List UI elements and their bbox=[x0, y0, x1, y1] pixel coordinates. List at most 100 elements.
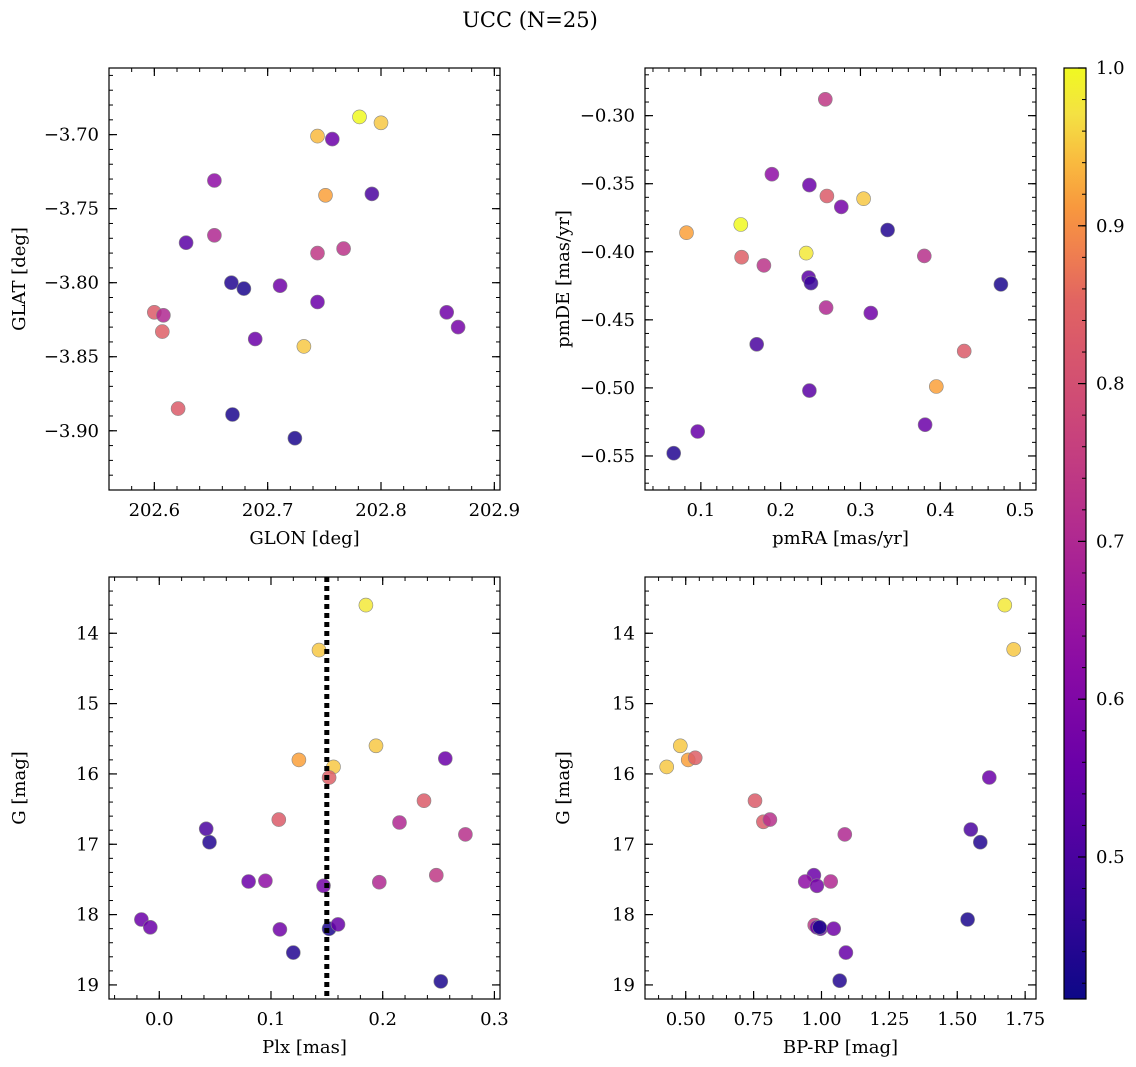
x-tick-label: 0.3 bbox=[480, 1009, 509, 1030]
data-point bbox=[993, 277, 1009, 292]
data-point bbox=[156, 307, 171, 323]
x-tick-label: 0.75 bbox=[734, 1009, 774, 1030]
data-point bbox=[809, 878, 825, 894]
data-point bbox=[818, 300, 834, 315]
y-tick-label: 19 bbox=[76, 975, 99, 996]
y-tick-label: 17 bbox=[612, 834, 635, 855]
colorbar: 0.5 0.6 0.7 0.8 0.9 1.0 bbox=[1063, 58, 1125, 1000]
x-tick-label: 1.75 bbox=[1005, 1009, 1045, 1030]
data-point bbox=[373, 115, 389, 131]
data-point bbox=[450, 319, 466, 335]
x-tick-label: 202.7 bbox=[242, 500, 294, 521]
data-point bbox=[838, 945, 854, 960]
x-tick-label: 1.25 bbox=[869, 1009, 909, 1030]
data-point bbox=[178, 235, 194, 250]
data-point bbox=[833, 199, 849, 215]
x-tick-label: 0.3 bbox=[846, 500, 875, 521]
data-point bbox=[832, 973, 848, 989]
x-tick-label: 1.50 bbox=[937, 1009, 977, 1030]
y-tick-label: −0.35 bbox=[580, 174, 635, 195]
y-tick-label: 14 bbox=[76, 623, 99, 644]
data-point bbox=[997, 597, 1013, 613]
data-point bbox=[690, 424, 706, 439]
x-tick-label: 202.8 bbox=[355, 500, 407, 521]
data-point bbox=[324, 131, 340, 147]
y-tick-label: 18 bbox=[612, 905, 635, 926]
data-point bbox=[823, 874, 839, 889]
data-point bbox=[837, 827, 853, 842]
data-point bbox=[330, 917, 346, 932]
x-tick-label: 0.1 bbox=[257, 1009, 286, 1030]
data-point bbox=[856, 191, 871, 206]
x-tick-label: 202.6 bbox=[129, 500, 181, 521]
panel-glon-glat-frame bbox=[108, 67, 501, 491]
data-point bbox=[928, 379, 944, 394]
panel-glon-glat-ylabel: GLAT [deg] bbox=[9, 227, 30, 331]
colorbar-tick-label: 0.5 bbox=[1096, 847, 1125, 868]
figure-title: UCC (N=25) bbox=[462, 8, 598, 32]
data-point bbox=[296, 339, 312, 354]
data-point bbox=[311, 642, 327, 658]
panel-plx-g-xlabel: Plx [mas] bbox=[262, 1037, 347, 1058]
data-point bbox=[310, 128, 325, 144]
data-point bbox=[143, 919, 158, 935]
panel-bprp-g-frame bbox=[644, 576, 1037, 1000]
data-point bbox=[458, 827, 473, 842]
data-point bbox=[368, 738, 384, 754]
colorbar-tick-label: 0.8 bbox=[1096, 374, 1125, 395]
data-point bbox=[271, 812, 287, 827]
x-tick-label: 0.50 bbox=[666, 1009, 706, 1030]
panel-bprp-g: 0.50 0.75 1.00 1.25 1.50 1.75 14 15 16 17 18 19 BP-… bbox=[553, 576, 1045, 1058]
y-tick-label: 18 bbox=[76, 905, 99, 926]
data-point bbox=[291, 752, 307, 768]
y-tick-label: 15 bbox=[76, 694, 99, 715]
panel-bprp-g-xlabel: BP-RP [mag] bbox=[783, 1037, 898, 1058]
data-point bbox=[659, 759, 675, 775]
y-tick-label: −0.55 bbox=[580, 446, 635, 467]
data-point bbox=[241, 874, 256, 889]
panel-plx-g-frame bbox=[108, 576, 501, 1000]
data-point bbox=[358, 597, 374, 613]
panel-glon-glat-xlabel: GLON [deg] bbox=[249, 528, 359, 549]
panel-pmra-pmde-points bbox=[666, 92, 1009, 461]
data-point bbox=[287, 430, 303, 446]
panel-bprp-g-points bbox=[659, 597, 1022, 989]
y-tick-label: 17 bbox=[76, 834, 99, 855]
data-point bbox=[812, 919, 827, 935]
y-tick-label: −3.70 bbox=[44, 125, 99, 146]
y-tick-label: −3.85 bbox=[44, 347, 99, 368]
panel-glon-glat: 202.6 202.7 202.8 202.9 −3.70 −3.75 −3.80 −3.85… bbox=[9, 67, 520, 549]
data-point bbox=[802, 177, 817, 193]
x-tick-label: 0.0 bbox=[145, 1009, 174, 1030]
colorbar-tick-label: 0.9 bbox=[1096, 216, 1125, 237]
y-tick-label: −0.45 bbox=[580, 310, 635, 331]
y-tick-label: 16 bbox=[76, 764, 99, 785]
data-point bbox=[247, 331, 263, 347]
y-tick-label: −3.75 bbox=[44, 199, 99, 220]
panel-pmra-pmde-ticks: 0.1 0.2 0.3 0.4 0.5 −0.30 −0.35 −0.40 −0.45 −0.50… bbox=[580, 68, 1037, 521]
panel-plx-g-ticks: 0.0 0.1 0.2 0.3 14 15 16 17 18 19 bbox=[76, 576, 509, 1030]
x-tick-label: 0.2 bbox=[368, 1009, 397, 1030]
colorbar-gradient bbox=[1063, 67, 1087, 1000]
data-point bbox=[202, 834, 217, 850]
y-tick-label: −0.40 bbox=[580, 242, 635, 263]
data-point bbox=[960, 912, 975, 927]
panel-pmra-pmde: 0.1 0.2 0.3 0.4 0.5 −0.30 −0.35 −0.40 −0.45 −0.50… bbox=[553, 67, 1037, 549]
data-point bbox=[863, 305, 879, 321]
x-tick-label: 0.4 bbox=[926, 500, 955, 521]
data-point bbox=[285, 945, 301, 960]
y-tick-label: 16 bbox=[612, 764, 635, 785]
data-point bbox=[687, 750, 703, 766]
y-tick-label: 19 bbox=[612, 975, 635, 996]
data-point bbox=[672, 738, 688, 754]
data-point bbox=[679, 225, 694, 240]
data-point bbox=[733, 217, 749, 232]
y-tick-label: −3.90 bbox=[44, 421, 99, 442]
y-tick-label: 15 bbox=[612, 694, 635, 715]
data-point bbox=[803, 275, 819, 291]
data-point bbox=[310, 245, 325, 261]
data-point bbox=[336, 241, 351, 256]
panel-glon-glat-points bbox=[147, 109, 466, 446]
data-point bbox=[272, 922, 288, 937]
